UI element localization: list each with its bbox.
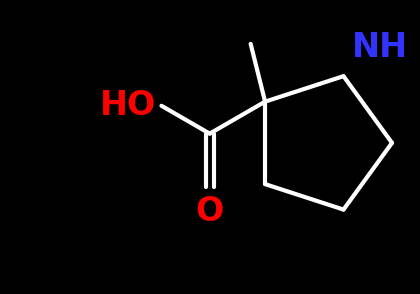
- Text: O: O: [196, 195, 224, 228]
- Text: HO: HO: [100, 89, 157, 122]
- Text: NH: NH: [352, 31, 408, 64]
